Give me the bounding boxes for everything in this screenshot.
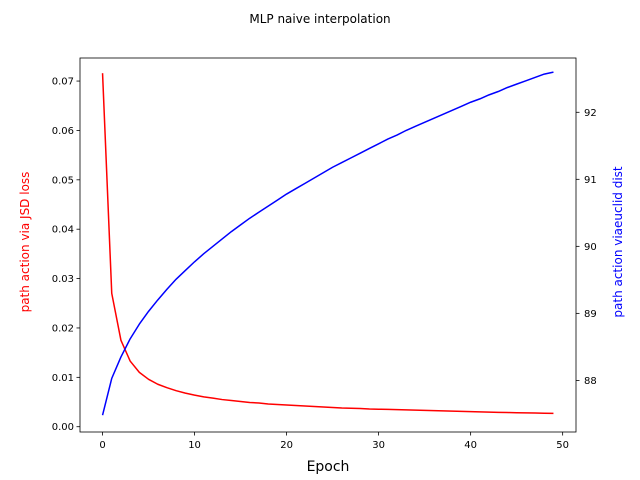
y-axis-label-right: path action viaeuclid dist — [611, 166, 625, 318]
x-tick-label: 30 — [372, 440, 385, 451]
series-line-right — [101, 71, 554, 416]
y-left-tick-label: 0.02 — [52, 323, 74, 334]
y-left-tick-label: 0.01 — [52, 373, 74, 384]
y-right-tick-label: 90 — [584, 242, 597, 253]
y-left-tick-label: 0.04 — [52, 225, 74, 236]
x-tick-label: 40 — [464, 440, 477, 451]
x-axis-label: Epoch — [307, 459, 350, 475]
series-line-left — [101, 73, 554, 415]
y-axis-label-left: path action via JSD loss — [18, 172, 32, 313]
x-tick-label: 10 — [188, 440, 201, 451]
y-left-tick-label: 0.06 — [52, 126, 74, 137]
y-left-tick-label: 0.07 — [52, 77, 74, 88]
x-tick-label: 20 — [280, 440, 293, 451]
y-right-tick-label: 92 — [584, 108, 597, 119]
y-right-tick-label: 89 — [584, 309, 597, 320]
plot-area: 0 10 20 30 40 50 0.00 0.01 0.02 0.03 0.04 0.05 0.06 0… — [52, 57, 597, 451]
y-right-tick-label: 88 — [584, 376, 597, 387]
y-left-tick-label: 0.03 — [52, 274, 74, 285]
x-tick-label: 0 — [99, 440, 105, 451]
x-tick-label: 50 — [556, 440, 569, 451]
y-left-tick-label: 0.05 — [52, 175, 74, 186]
y-left-tick-label: 0.00 — [52, 422, 74, 433]
y-right-tick-label: 91 — [584, 175, 597, 186]
chart-title: MLP naive interpolation — [249, 12, 390, 26]
axes-frame — [79, 57, 577, 433]
